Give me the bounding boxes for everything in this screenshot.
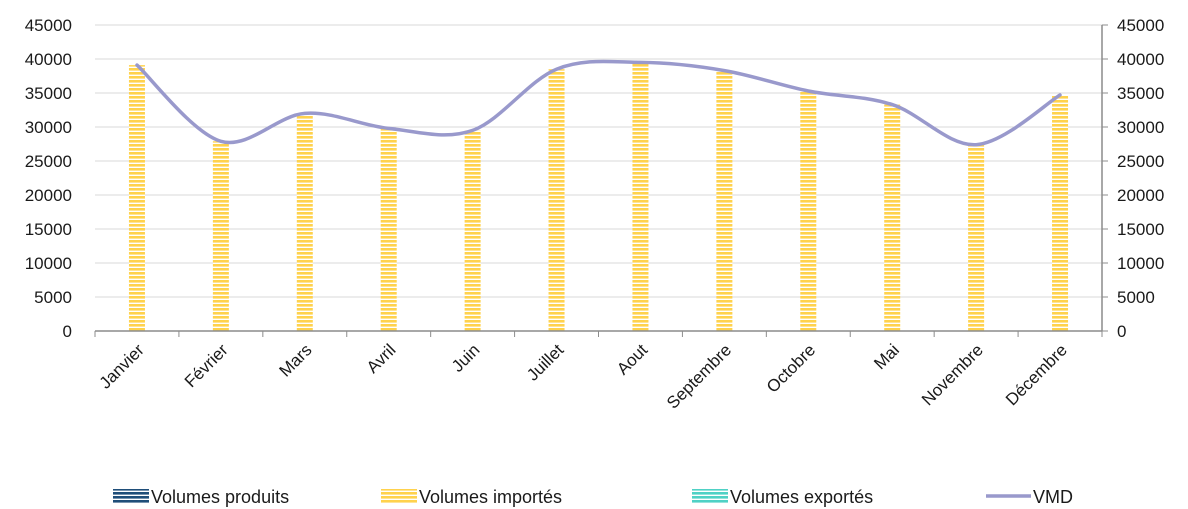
bar-volumes-importes (464, 130, 481, 331)
x-tick-label: Aout (613, 340, 651, 378)
y-tick-label: 35000 (25, 84, 72, 103)
y2-tick-label: 10000 (1117, 254, 1164, 273)
x-tick-labels: Janvier Février Mars Avril Juin Juillet Aout Se… (96, 340, 1071, 412)
y-tick-labels: 0 0 5000 5000 10000 10000 15000 15000 20000 20000… (25, 16, 1165, 341)
x-tick-label: Novembre (918, 340, 987, 409)
bar-volumes-importes (1052, 95, 1069, 331)
y-tick-label: 5000 (34, 288, 72, 307)
axes (94, 24, 1108, 337)
y2-tick-label: 35000 (1117, 84, 1164, 103)
bar-volumes-importes (800, 90, 817, 332)
bar-volumes-importes (968, 144, 985, 331)
y-tick-label: 45000 (25, 16, 72, 35)
gridlines (95, 24, 1102, 298)
legend-label: VMD (1033, 487, 1073, 507)
x-tick-label: Septembre (663, 340, 735, 412)
y-tick-label: 40000 (25, 50, 72, 69)
y-tick-label: 15000 (25, 220, 72, 239)
y-tick-label: 25000 (25, 152, 72, 171)
vmd-line (135, 59, 1062, 147)
legend-label: Volumes exportés (730, 487, 873, 507)
bar-volumes-importes (380, 128, 397, 331)
legend-swatch-2 (692, 489, 728, 503)
y2-tick-label: 30000 (1117, 118, 1164, 137)
bar-volumes-importes (128, 65, 145, 332)
y2-tick-label: 0 (1117, 322, 1126, 341)
bars (128, 62, 1069, 332)
y-tick-label: 10000 (25, 254, 72, 273)
x-tick-label: Janvier (96, 340, 148, 392)
y2-tick-label: 20000 (1117, 186, 1164, 205)
vmd-line-layer (135, 59, 1062, 147)
bar-volumes-importes (548, 69, 565, 331)
bar-volumes-importes (632, 62, 649, 332)
x-tick-label: Juin (448, 340, 483, 375)
y2-tick-label: 25000 (1117, 152, 1164, 171)
legend-label: Volumes produits (151, 487, 289, 507)
y2-tick-label: 45000 (1117, 16, 1164, 35)
y2-tick-label: 5000 (1117, 288, 1155, 307)
legend: Volumes produits Volumes importés Volumes … (113, 487, 1073, 507)
x-tick-label: Avril (363, 340, 400, 377)
legend-label: Volumes importés (419, 487, 562, 507)
x-tick-label: Décembre (1002, 340, 1071, 409)
bar-volumes-importes (884, 104, 901, 331)
bar-volumes-importes (212, 141, 229, 331)
legend-swatch-0 (113, 489, 149, 503)
y2-tick-label: 40000 (1117, 50, 1164, 69)
bar-volumes-importes (296, 113, 313, 332)
legend-swatch-1 (381, 489, 417, 503)
y-tick-label: 20000 (25, 186, 72, 205)
x-tick-label: Mars (275, 340, 315, 380)
x-tick-label: Février (181, 340, 232, 391)
y-tick-label: 30000 (25, 118, 72, 137)
y-tick-label: 0 (63, 322, 72, 341)
x-tick-label: Juillet (523, 340, 567, 384)
x-tick-label: Octobre (763, 340, 819, 396)
bar-volumes-importes (716, 70, 733, 331)
y2-tick-label: 15000 (1117, 220, 1164, 239)
x-tick-label: Mai (870, 340, 903, 373)
